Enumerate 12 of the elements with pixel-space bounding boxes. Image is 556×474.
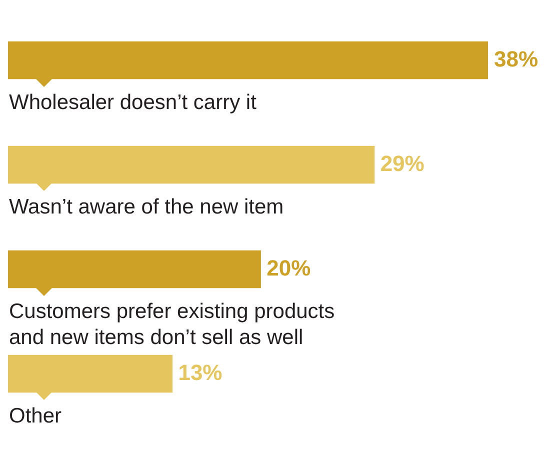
- y-tick-label: Customers prefer existing products and new items don’t sell as well: [9, 300, 335, 350]
- y-tick-label: Wasn’t aware of the new item: [9, 196, 284, 219]
- data-label: 38%: [494, 46, 538, 72]
- y-tick-label: Wholesaler doesn’t carry it: [9, 91, 257, 114]
- y-tick-label: Other: [9, 404, 62, 428]
- data-label: 13%: [178, 360, 222, 385]
- data-label: 20%: [266, 255, 311, 280]
- bar: [8, 250, 261, 288]
- bar: [8, 146, 375, 184]
- bar: [8, 41, 488, 80]
- data-label: 29%: [380, 150, 424, 176]
- bar: [8, 354, 173, 393]
